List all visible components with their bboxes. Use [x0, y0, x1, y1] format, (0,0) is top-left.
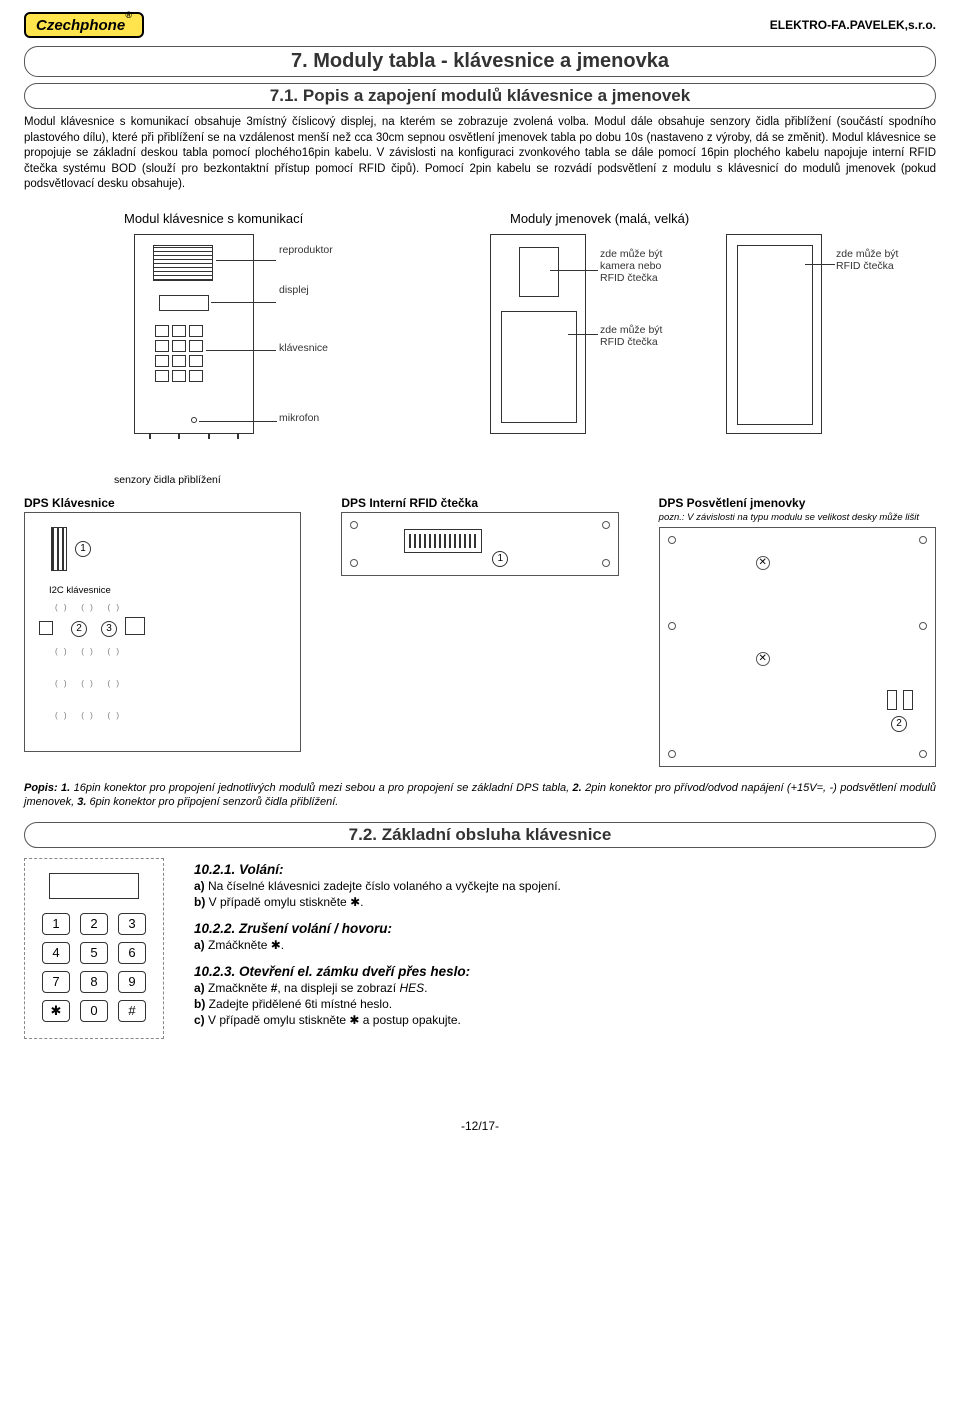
usage-h1b: b) V případě omylu stiskněte ✱. — [194, 895, 936, 909]
callout-camera-rfid: zde může být kamera nebo RFID čtečka — [600, 248, 662, 284]
key-3[interactable]: 3 — [118, 913, 146, 935]
usage-h2: 10.2.2. Zrušení volání / hovoru: — [194, 921, 936, 936]
key-0[interactable]: 0 — [80, 1000, 108, 1022]
pcb-backlight-title: DPS Posvětlení jmenovky — [659, 496, 936, 510]
pcb-rfid-col: DPS Interní RFID čtečka 1 — [341, 496, 618, 767]
key-8[interactable]: 8 — [80, 971, 108, 993]
pcb-keypad-title: DPS Klávesnice — [24, 496, 301, 510]
logo-text: Czechphone — [36, 17, 125, 34]
pcb-backlight-note: pozn.: V závislosti na typu modulu se ve… — [659, 512, 936, 523]
section-title: 7. Moduly tabla - klávesnice a jmenovka — [24, 46, 936, 77]
marker-3: 3 — [101, 621, 117, 637]
key-9[interactable]: 9 — [118, 971, 146, 993]
callout-sensors: senzory čidla přiblížení — [114, 474, 480, 486]
usage-h3c: c) V případě omylu stiskněte ✱ a postup … — [194, 1013, 936, 1027]
usage-h1: 10.2.1. Volání: — [194, 862, 936, 877]
usage-h3b: b) Zadejte přidělené 6ti místné heslo. — [194, 997, 936, 1011]
callout-displej: displej — [279, 284, 309, 296]
pcb-rfid-box: 1 — [341, 512, 618, 576]
key-star[interactable]: ✱ — [42, 1000, 70, 1022]
i2c-label: I2C klávesnice — [49, 585, 111, 596]
nameplate-modules-title: Moduly jmenovek (malá, velká) — [510, 211, 936, 226]
logo-reg: ® — [125, 10, 132, 20]
key-hash[interactable]: # — [118, 1000, 146, 1022]
usage-instructions: 10.2.1. Volání: a) Na číselné klávesnici… — [194, 858, 936, 1039]
pcb-keypad-box: 1 I2C klávesnice ( ) ( ) ( ) 2 3 ( ) ( )… — [24, 512, 301, 752]
keypad-display — [49, 873, 139, 899]
key-1[interactable]: 1 — [42, 913, 70, 935]
body-paragraph: Modul klávesnice s komunikací obsahuje 3… — [24, 115, 936, 193]
company-name: ELEKTRO-FA.PAVELEK,s.r.o. — [770, 18, 936, 32]
marker-1b: 1 — [492, 551, 508, 567]
subsection-7-2: 7.2. Základní obsluha klávesnice — [24, 822, 936, 848]
key-4[interactable]: 4 — [42, 942, 70, 964]
key-5[interactable]: 5 — [80, 942, 108, 964]
callout-mikrofon: mikrofon — [279, 412, 319, 424]
usage-h1a: a) Na číselné klávesnici zadejte číslo v… — [194, 879, 936, 893]
key-6[interactable]: 6 — [118, 942, 146, 964]
key-7[interactable]: 7 — [42, 971, 70, 993]
callout-rfid-large: zde může být RFID čtečka — [836, 248, 898, 272]
pcb-backlight-col: DPS Posvětlení jmenovky pozn.: V závislo… — [659, 496, 936, 767]
keypad-grid: 1 2 3 4 5 6 7 8 9 ✱ 0 # — [37, 913, 151, 1022]
popis-paragraph: Popis: 1. 16pin konektor pro propojení j… — [24, 781, 936, 811]
usage-h3a: a) Zmačkněte #, na displeji se zobrazí H… — [194, 981, 936, 995]
popis-text: 16pin konektor pro propojení jednotlivýc… — [24, 782, 936, 809]
callout-reproduktor: reproduktor — [279, 244, 333, 256]
marker-1: 1 — [75, 541, 91, 557]
topbar: Czechphone® ELEKTRO-FA.PAVELEK,s.r.o. — [24, 12, 936, 38]
keypad-outline: 1 2 3 4 5 6 7 8 9 ✱ 0 # — [24, 858, 164, 1039]
keypad-module-title: Modul klávesnice s komunikací — [124, 211, 480, 226]
keypad-module-diagram — [134, 234, 254, 434]
marker-2: 2 — [71, 621, 87, 637]
pcb-rfid-title: DPS Interní RFID čtečka — [341, 496, 618, 510]
usage-h2a: a) Zmáčkněte ✱. — [194, 938, 936, 952]
callout-rfid-only: zde může být RFID čtečka — [600, 324, 662, 348]
pcb-backlight-box: ✕ ✕ 2 — [659, 527, 936, 767]
pcb-keypad-col: DPS Klávesnice 1 I2C klávesnice ( ) ( ) … — [24, 496, 301, 767]
marker-2b: 2 — [891, 716, 907, 732]
callout-klavesnice: klávesnice — [279, 342, 328, 354]
subsection-7-1: 7.1. Popis a zapojení modulů klávesnice … — [24, 83, 936, 109]
page-number: -12/17- — [24, 1119, 936, 1133]
usage-h3: 10.2.3. Otevření el. zámku dveří přes he… — [194, 964, 936, 979]
logo-badge: Czechphone® — [24, 12, 144, 38]
key-2[interactable]: 2 — [80, 913, 108, 935]
